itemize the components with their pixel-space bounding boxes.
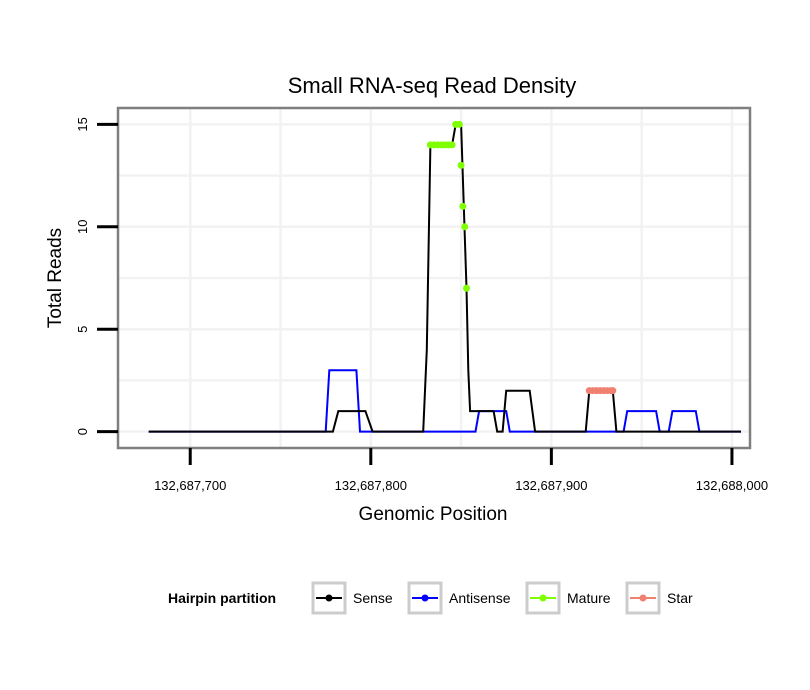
data-point-mature	[457, 161, 465, 169]
data-point-mature	[455, 120, 463, 128]
x-tick-label: 132,688,000	[696, 478, 768, 493]
legend-point-mature	[539, 594, 547, 602]
data-point-star	[609, 387, 617, 395]
x-axis-title: Genomic Position	[359, 504, 508, 525]
legend-label-antisense: Antisense	[449, 590, 511, 606]
plot-border	[116, 106, 752, 450]
data-point-mature	[463, 284, 471, 292]
y-axis: 0 5 10 15	[75, 117, 118, 435]
legend-title: Hairpin partition	[168, 590, 276, 606]
y-tick-label: 15	[75, 117, 90, 131]
data-point-mature	[459, 202, 467, 210]
series-line-sense	[148, 123, 741, 433]
y-axis-title: Total Reads	[45, 228, 66, 328]
series-layer	[148, 120, 741, 433]
chart-title: Small RNA-seq Read Density	[288, 73, 577, 98]
legend-label-sense: Sense	[353, 590, 393, 606]
x-axis: 132,687,700 132,687,800 132,687,900 132,688…	[154, 448, 768, 493]
legend: Hairpin partition Sense Antisense Mature St…	[168, 581, 693, 615]
legend-point-antisense	[421, 594, 429, 602]
y-tick-label: 5	[75, 326, 90, 333]
y-tick-label: 10	[75, 220, 90, 234]
legend-point-sense	[325, 594, 333, 602]
x-tick-label: 132,687,800	[335, 478, 407, 493]
x-tick-label: 132,687,900	[515, 478, 587, 493]
data-point-mature	[461, 223, 469, 231]
data-point-mature	[448, 141, 456, 149]
legend-label-star: Star	[667, 590, 693, 606]
legend-point-star	[639, 594, 647, 602]
legend-label-mature: Mature	[567, 590, 611, 606]
x-tick-label: 132,687,700	[154, 478, 226, 493]
y-tick-label: 0	[75, 428, 90, 435]
